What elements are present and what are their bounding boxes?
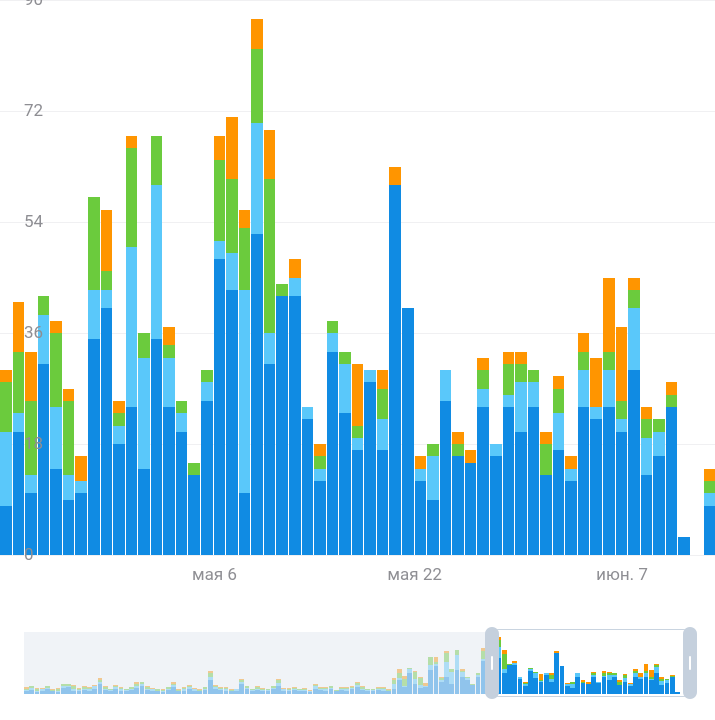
bar [264, 130, 276, 555]
bar [364, 370, 376, 555]
y-tick-label: 36 [24, 323, 43, 343]
overview-scrubber[interactable] [24, 632, 691, 694]
bar [528, 370, 540, 555]
brush-handle-left[interactable] [485, 627, 499, 699]
bar [314, 444, 326, 555]
bar [151, 136, 163, 555]
y-axis: 01836547290 [0, 0, 60, 555]
bar [553, 376, 565, 555]
bar [101, 210, 113, 555]
main-chart: 0 18 36 54 72 90 мая 6 мая 22 июн. 7 [0, 0, 715, 610]
x-axis: мая 6 мая 22 июн. 7 [0, 565, 715, 595]
bar [88, 197, 100, 555]
bar [465, 450, 477, 555]
bar [515, 352, 527, 555]
overview-dim-left [24, 632, 491, 694]
bar [251, 19, 263, 555]
bar [289, 259, 301, 555]
bar [75, 456, 87, 555]
bar [503, 352, 515, 555]
y-tick-label: 90 [24, 0, 43, 10]
bar [126, 136, 138, 555]
x-tick-label: мая 6 [192, 565, 237, 585]
bar [201, 370, 213, 555]
bar [377, 370, 389, 555]
y-tick-label: 0 [24, 545, 34, 565]
bar [415, 456, 427, 555]
bar [704, 469, 715, 555]
stacked-bars [0, 0, 715, 555]
bar [226, 117, 238, 555]
bar [490, 444, 502, 555]
bar [239, 210, 251, 555]
bar [188, 463, 200, 555]
bar [578, 333, 590, 555]
bar [628, 278, 640, 555]
bar [327, 321, 339, 555]
bar [653, 419, 665, 555]
bar [666, 382, 678, 555]
plot-area [0, 0, 715, 555]
overview-brush[interactable] [491, 629, 691, 697]
bar [339, 352, 351, 555]
x-tick-label: июн. 7 [596, 565, 648, 585]
bar [113, 401, 125, 555]
bar [163, 327, 175, 555]
bar [603, 278, 615, 556]
bar [477, 358, 489, 555]
x-tick-label: мая 22 [387, 565, 442, 585]
bar [352, 364, 364, 555]
y-tick-label: 72 [24, 101, 43, 121]
bar [590, 358, 602, 555]
bar [565, 456, 577, 555]
bar [389, 167, 401, 556]
bar [678, 537, 690, 556]
bar [616, 327, 628, 555]
bar [63, 389, 75, 555]
y-tick-label: 54 [24, 212, 43, 232]
bar [452, 432, 464, 555]
bar [138, 333, 150, 555]
bar [540, 432, 552, 555]
bar [302, 407, 314, 555]
bar [214, 136, 226, 555]
bar [176, 401, 188, 555]
y-tick-label: 18 [24, 434, 43, 454]
bar [402, 308, 414, 555]
bar [440, 370, 452, 555]
bar [276, 284, 288, 555]
bar [641, 407, 653, 555]
bar [427, 444, 439, 555]
brush-handle-right[interactable] [683, 627, 697, 699]
